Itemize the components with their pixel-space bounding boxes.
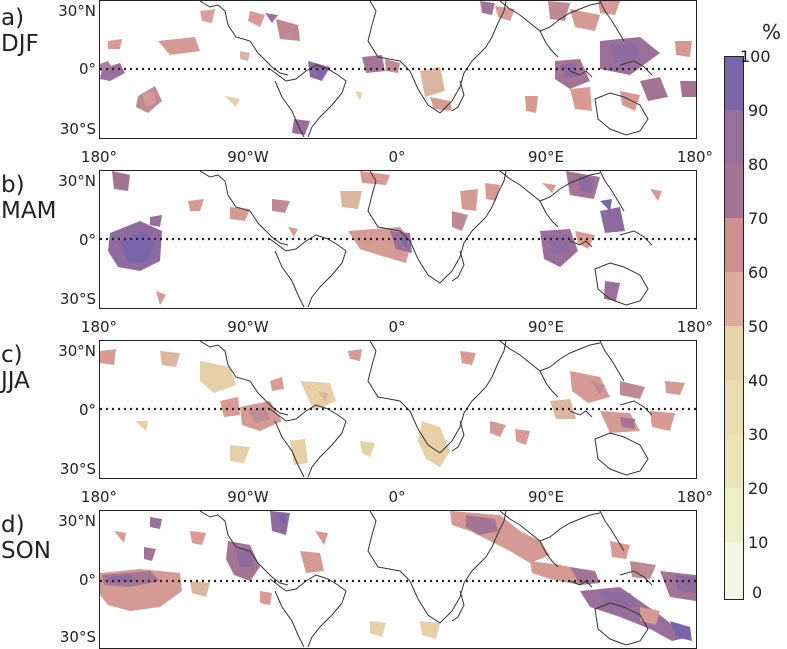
- colorbar-segment-70-80: [724, 164, 744, 218]
- map-panel-djf: [99, 0, 697, 139]
- panel-label-b-letter: b): [1, 172, 25, 198]
- lat-label-30n: 30°N: [58, 512, 96, 530]
- lon-label-180w: 180°: [80, 488, 118, 506]
- lon-label-90e: 90°E: [527, 488, 565, 506]
- lon-label-90e: 90°E: [527, 318, 565, 336]
- lon-label-180e: 180°: [676, 488, 714, 506]
- anomaly-patches: [100, 1, 696, 135]
- colorbar-tick-100: 100: [740, 47, 771, 66]
- lon-label-90w: 90°W: [227, 318, 269, 336]
- colorbar-tick-30: 30: [748, 425, 769, 444]
- colorbar-tick-40: 40: [748, 371, 769, 390]
- colorbar-tick-0: 0: [752, 583, 763, 602]
- lon-label-180e: 180°: [676, 318, 714, 336]
- lat-label-30n: 30°N: [58, 342, 96, 360]
- lat-label-eq: 0°: [78, 401, 96, 419]
- colorbar-tick-10: 10: [748, 533, 769, 552]
- map-svg-son: [100, 511, 696, 648]
- panel-label-b-season: MAM: [1, 198, 57, 224]
- colorbar-segment-50-60: [724, 272, 744, 326]
- lat-label-eq: 0°: [78, 571, 96, 589]
- map-svg-mam: [100, 171, 696, 308]
- panel-label-d-letter: d): [1, 512, 25, 538]
- lat-label-30s: 30°S: [59, 290, 96, 308]
- panel-label-c-letter: c): [1, 342, 23, 368]
- anomaly-patches: [100, 511, 696, 641]
- coastlines: [199, 511, 653, 648]
- colorbar-segment-90-100: [724, 56, 744, 110]
- colorbar-tick-60: 60: [748, 263, 769, 282]
- colorbar-tick-80: 80: [748, 155, 769, 174]
- lon-label-180w: 180°: [80, 148, 118, 166]
- lon-label-90w: 90°W: [227, 148, 269, 166]
- panel-label-a-season: DJF: [1, 31, 39, 57]
- colorbar-unit: %: [762, 20, 782, 44]
- map-panel-son: [99, 510, 697, 649]
- lat-label-eq: 0°: [78, 60, 96, 78]
- colorbar-border: [724, 56, 744, 600]
- lat-label-eq: 0°: [78, 231, 96, 249]
- anomaly-patches: [100, 349, 685, 467]
- colorbar-segment-80-90: [724, 110, 744, 164]
- lon-label-90e: 90°E: [527, 148, 565, 166]
- colorbar-tick-90: 90: [748, 101, 769, 120]
- colorbar: [724, 56, 744, 600]
- colorbar-segment-60-70: [724, 218, 744, 272]
- colorbar-tick-50: 50: [748, 317, 769, 336]
- lon-label-90w: 90°W: [227, 488, 269, 506]
- colorbar-segment-30-40: [724, 380, 744, 434]
- colorbar-tick-20: 20: [748, 479, 769, 498]
- panel-label-c-season: JJA: [1, 368, 30, 394]
- lat-label-30s: 30°S: [59, 120, 96, 138]
- map-svg-djf: [100, 1, 696, 138]
- colorbar-segment-0-10: [724, 542, 744, 600]
- panel-label-a-letter: a): [1, 5, 25, 31]
- coastlines: [199, 1, 653, 138]
- colorbar-segment-40-50: [724, 326, 744, 380]
- map-panel-jja: [99, 340, 697, 479]
- lon-label-180e: 180°: [676, 148, 714, 166]
- map-panel-mam: [99, 170, 697, 309]
- lat-label-30s: 30°S: [59, 460, 96, 478]
- colorbar-segment-20-30: [724, 434, 744, 488]
- lon-label-0: 0°: [388, 148, 406, 166]
- lat-label-30n: 30°N: [58, 2, 96, 20]
- colorbar-tick-70: 70: [748, 209, 769, 228]
- lon-label-180w: 180°: [80, 318, 118, 336]
- panel-label-d-season: SON: [1, 538, 51, 564]
- lat-label-30s: 30°S: [59, 628, 96, 646]
- map-svg-jja: [100, 341, 696, 478]
- lon-label-0: 0°: [388, 318, 406, 336]
- coastlines: [199, 341, 653, 478]
- colorbar-segment-10-20: [724, 488, 744, 542]
- coastlines: [199, 171, 653, 308]
- lat-label-30n: 30°N: [58, 172, 96, 190]
- lon-label-0: 0°: [388, 488, 406, 506]
